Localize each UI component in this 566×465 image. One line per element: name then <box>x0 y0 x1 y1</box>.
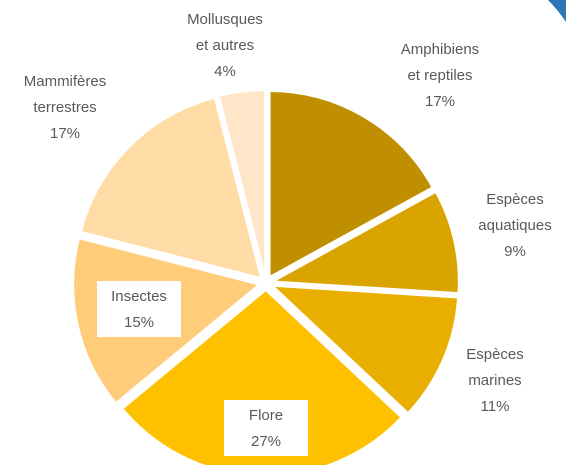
category-label: Amphibiens et reptiles <box>401 41 479 84</box>
value-label: 15% <box>124 314 154 331</box>
value-label: 27% <box>251 433 281 450</box>
pie-slice <box>269 190 460 295</box>
category-label: Flore <box>249 407 283 424</box>
value-label: 17% <box>425 93 455 110</box>
pie-slice <box>268 89 434 279</box>
pie-slice <box>217 89 267 277</box>
category-label: Espèces aquatiques <box>478 191 551 234</box>
category-label: Mollusques et autres <box>187 11 263 54</box>
decoration <box>548 0 566 22</box>
value-label: 4% <box>214 63 236 80</box>
label-box <box>224 400 308 456</box>
value-label: 11% <box>481 398 510 415</box>
value-label: 17% <box>50 125 80 142</box>
category-label: Insectes <box>111 288 167 305</box>
pie-slice <box>79 96 263 280</box>
category-label: Mammifères terrestres <box>24 73 107 116</box>
label-box <box>97 281 181 337</box>
pie-slice <box>121 288 403 465</box>
value-label: 9% <box>504 243 526 260</box>
category-label: Espèces marines <box>466 346 524 389</box>
pie-slice <box>269 284 460 415</box>
